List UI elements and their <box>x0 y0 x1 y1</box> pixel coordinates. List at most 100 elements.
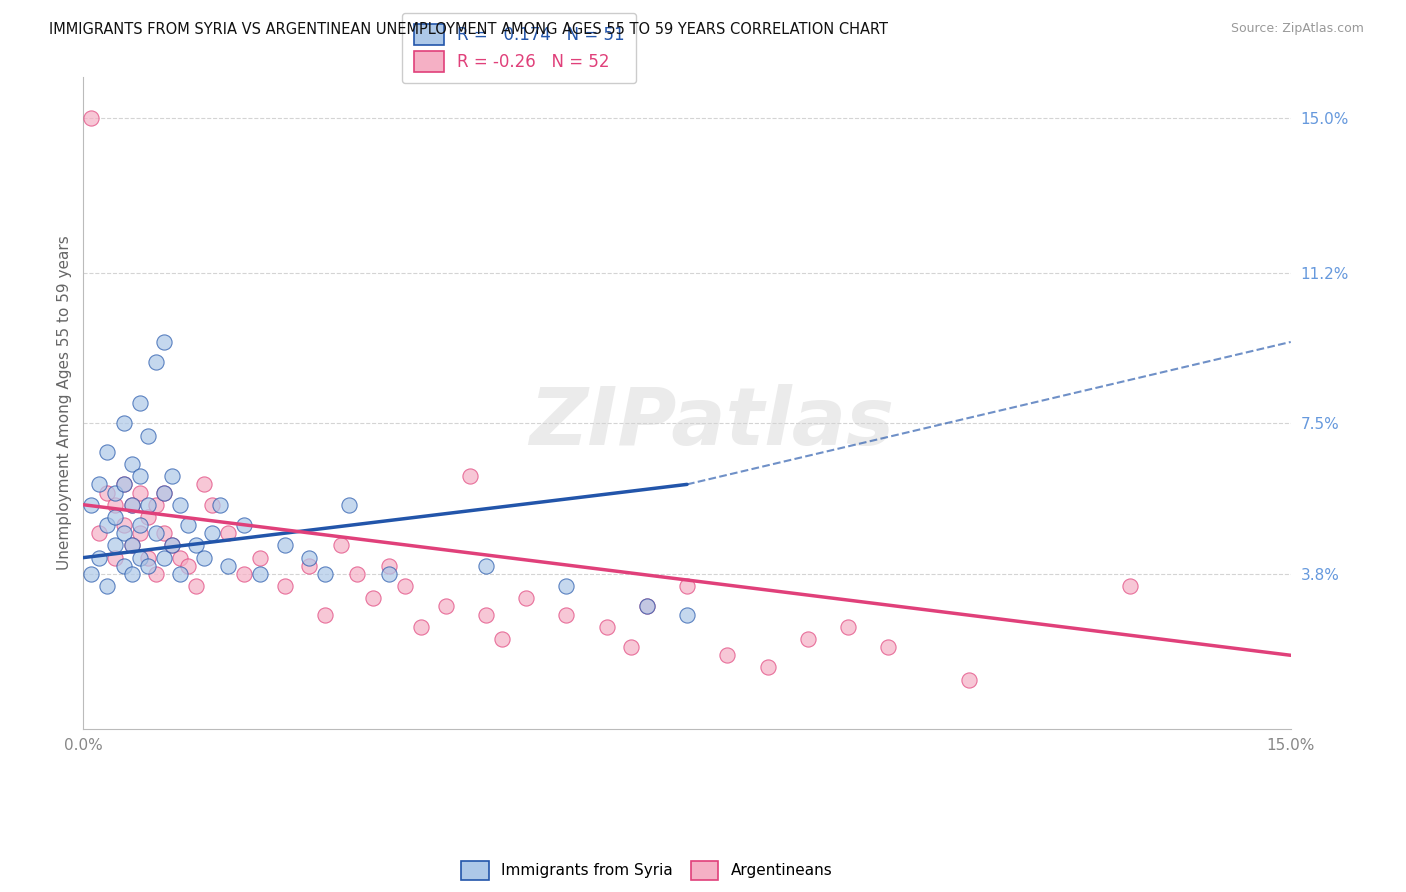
Point <box>80 566 103 581</box>
Point <box>458 469 481 483</box>
Point <box>434 599 457 614</box>
Point <box>620 640 643 655</box>
Point <box>112 477 135 491</box>
Point <box>184 538 207 552</box>
Point <box>80 498 103 512</box>
Point <box>145 566 167 581</box>
Point <box>152 334 174 349</box>
Point <box>89 477 111 491</box>
Point <box>121 457 143 471</box>
Point <box>89 550 111 565</box>
Point <box>329 538 352 552</box>
Point <box>491 632 513 646</box>
Point <box>378 558 401 573</box>
Point <box>676 579 699 593</box>
Point <box>298 558 321 573</box>
Point <box>104 550 127 565</box>
Point <box>298 550 321 565</box>
Point <box>136 428 159 442</box>
Point <box>152 485 174 500</box>
Point <box>96 485 118 500</box>
Point <box>121 498 143 512</box>
Point <box>378 566 401 581</box>
Point <box>249 550 271 565</box>
Text: Source: ZipAtlas.com: Source: ZipAtlas.com <box>1230 22 1364 36</box>
Point <box>209 498 232 512</box>
Point <box>411 620 433 634</box>
Point <box>136 510 159 524</box>
Point <box>89 526 111 541</box>
Point <box>152 485 174 500</box>
Point <box>121 498 143 512</box>
Point <box>636 599 658 614</box>
Point <box>474 607 496 622</box>
Point <box>217 526 239 541</box>
Point <box>121 538 143 552</box>
Point <box>555 579 578 593</box>
Point <box>797 632 820 646</box>
Point <box>136 550 159 565</box>
Point <box>273 579 295 593</box>
Point <box>177 518 200 533</box>
Point <box>337 498 360 512</box>
Point <box>515 591 537 606</box>
Point <box>676 607 699 622</box>
Point <box>169 550 191 565</box>
Point <box>136 558 159 573</box>
Point <box>716 648 738 663</box>
Point <box>112 558 135 573</box>
Point <box>314 607 336 622</box>
Point <box>957 673 980 687</box>
Point <box>112 526 135 541</box>
Point <box>128 485 150 500</box>
Point <box>233 518 256 533</box>
Y-axis label: Unemployment Among Ages 55 to 59 years: Unemployment Among Ages 55 to 59 years <box>58 235 72 570</box>
Point <box>128 396 150 410</box>
Legend: Immigrants from Syria, Argentineans: Immigrants from Syria, Argentineans <box>451 852 842 888</box>
Point <box>152 550 174 565</box>
Point <box>169 566 191 581</box>
Point <box>314 566 336 581</box>
Point <box>193 477 215 491</box>
Point <box>837 620 859 634</box>
Point <box>595 620 617 634</box>
Point <box>160 538 183 552</box>
Point <box>201 526 224 541</box>
Point <box>233 566 256 581</box>
Point <box>96 579 118 593</box>
Point <box>112 518 135 533</box>
Point <box>145 526 167 541</box>
Point <box>217 558 239 573</box>
Point <box>636 599 658 614</box>
Point <box>145 498 167 512</box>
Point <box>104 485 127 500</box>
Point <box>112 417 135 431</box>
Point <box>361 591 384 606</box>
Point <box>96 445 118 459</box>
Point <box>160 538 183 552</box>
Point <box>136 498 159 512</box>
Point <box>128 526 150 541</box>
Point <box>80 111 103 125</box>
Point <box>96 518 118 533</box>
Point <box>128 550 150 565</box>
Point <box>184 579 207 593</box>
Text: ZIPatlas: ZIPatlas <box>529 384 894 461</box>
Text: IMMIGRANTS FROM SYRIA VS ARGENTINEAN UNEMPLOYMENT AMONG AGES 55 TO 59 YEARS CORR: IMMIGRANTS FROM SYRIA VS ARGENTINEAN UNE… <box>49 22 889 37</box>
Point <box>160 469 183 483</box>
Point <box>201 498 224 512</box>
Point <box>169 498 191 512</box>
Point <box>104 510 127 524</box>
Point <box>273 538 295 552</box>
Point <box>1119 579 1142 593</box>
Point <box>193 550 215 565</box>
Point <box>145 355 167 369</box>
Point <box>121 566 143 581</box>
Point <box>346 566 368 581</box>
Point <box>121 538 143 552</box>
Point <box>128 469 150 483</box>
Point <box>474 558 496 573</box>
Point <box>877 640 900 655</box>
Point <box>112 477 135 491</box>
Point <box>128 518 150 533</box>
